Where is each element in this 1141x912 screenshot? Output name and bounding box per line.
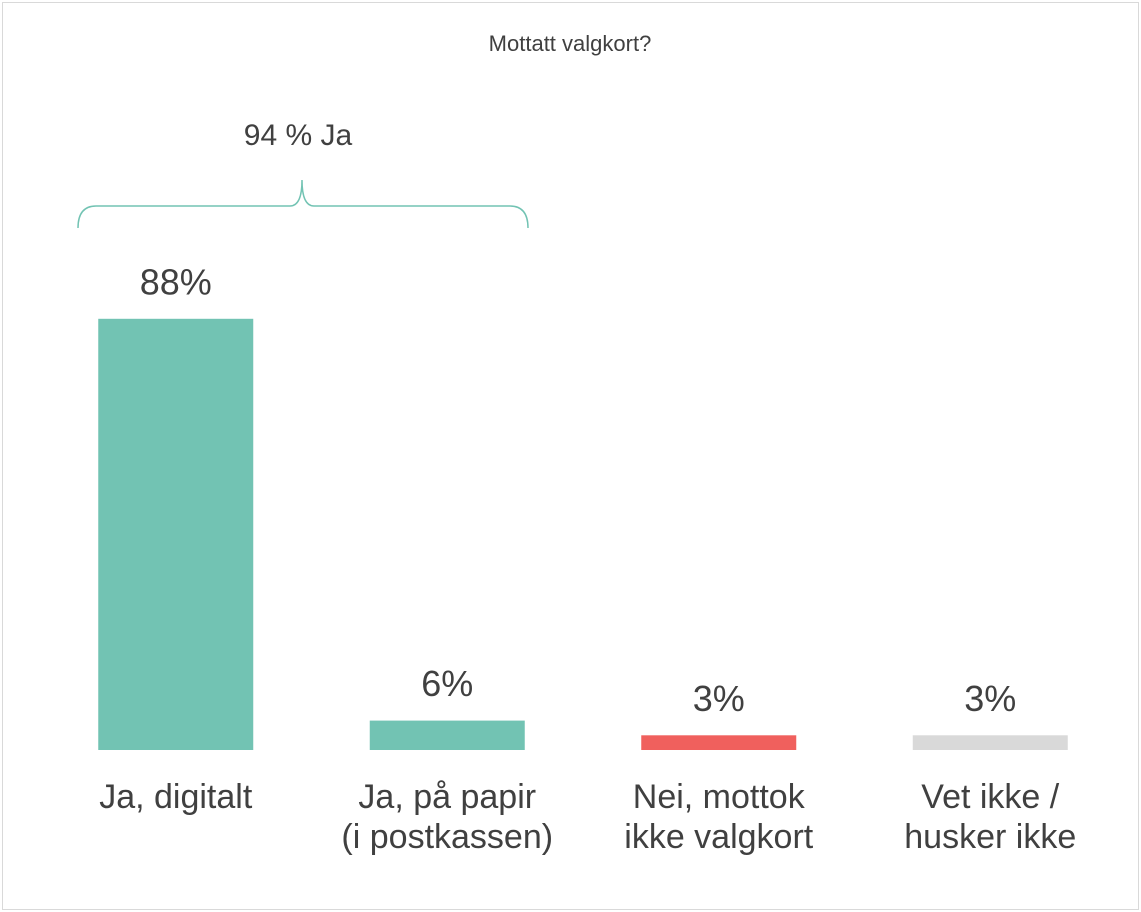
brace — [77, 179, 529, 229]
annotation: 94 % Ja — [244, 119, 353, 152]
bar — [369, 720, 525, 750]
x-tick-label: Vet ikke / husker ikke — [904, 778, 1077, 856]
value-label: 88% — [140, 261, 212, 302]
chart-title: Mottatt valgkort? — [489, 31, 652, 56]
bar — [98, 318, 254, 750]
value-label: 6% — [421, 663, 473, 704]
bar — [641, 735, 797, 750]
x-tick-label: Ja, digitalt — [99, 778, 253, 816]
value-label: 3% — [964, 678, 1016, 719]
value-label: 3% — [693, 678, 745, 719]
x-tick-label: Nei, mottok ikke valgkort — [624, 778, 814, 856]
bar — [912, 735, 1068, 750]
x-tick-label: Ja, på papir (i postkassen) — [341, 778, 554, 856]
